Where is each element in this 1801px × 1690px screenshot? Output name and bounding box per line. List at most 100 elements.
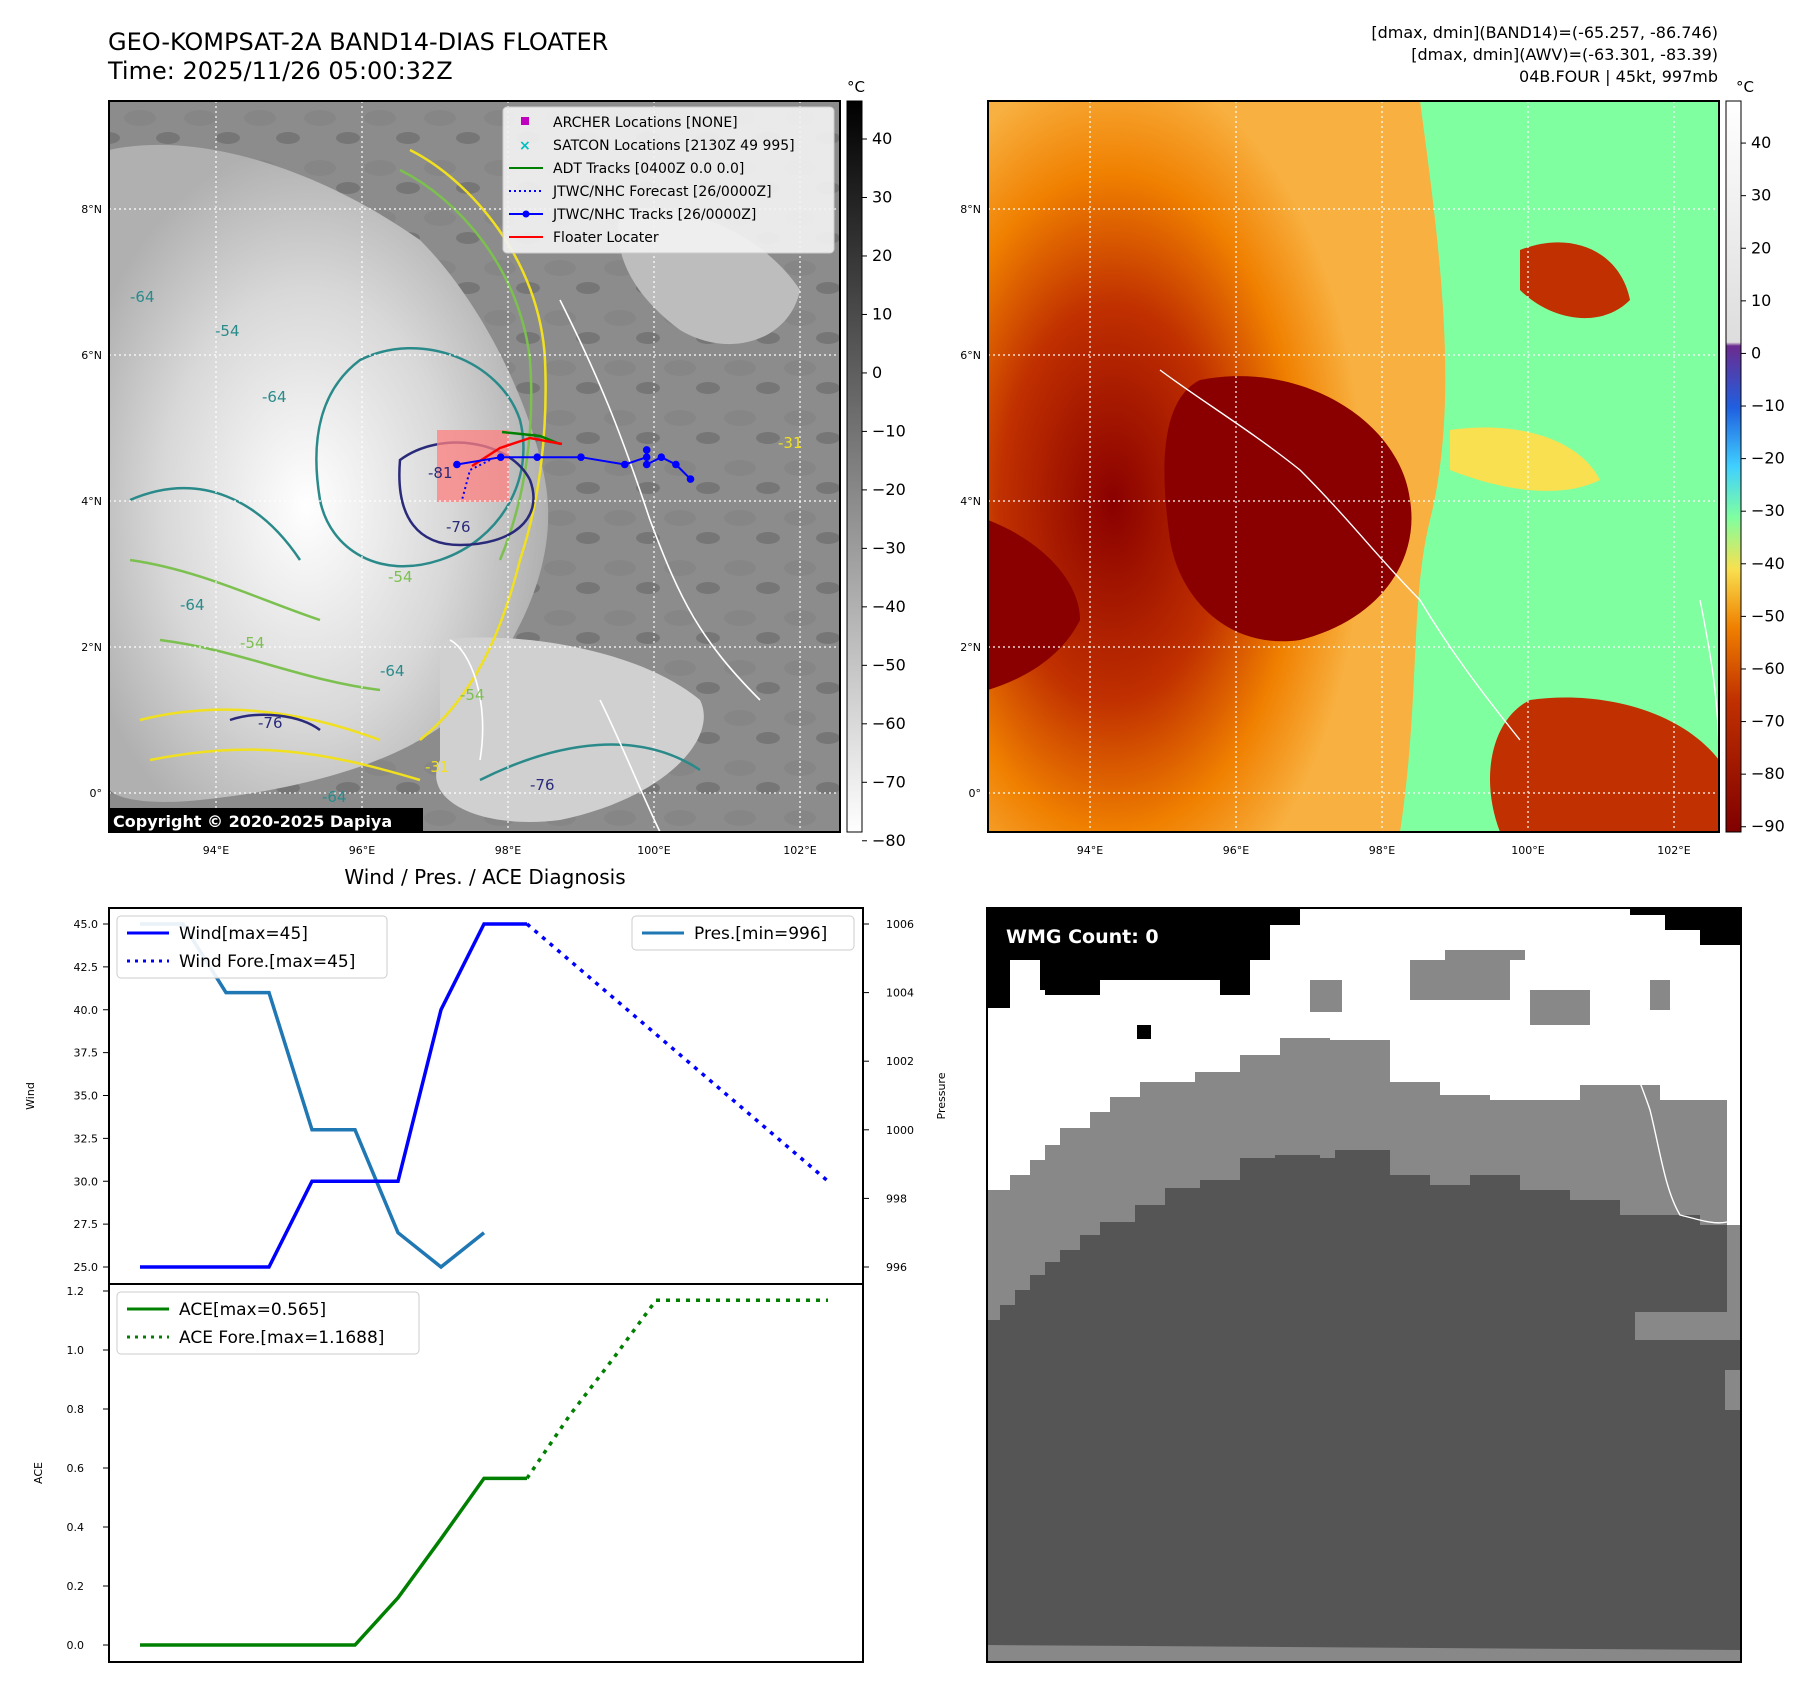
contour-label: -54 [388, 568, 413, 586]
pres-tick-label: 1000 [886, 1124, 914, 1137]
ace-forecast-line [525, 1298, 828, 1480]
colorbar-tick-label: 0 [872, 363, 882, 382]
colorbar-tick-label: 10 [872, 304, 892, 323]
wind-legend: Wind[max=45] Wind Fore.[max=45] [116, 915, 388, 979]
colorbar-tick-label: 20 [1751, 238, 1771, 257]
floater-locater-line [471, 436, 563, 468]
figure-title-line1: GEO-KOMPSAT-2A BAND14-DIAS FLOATER [108, 28, 608, 56]
ace-tick-label: 1.2 [67, 1285, 85, 1298]
wind-tick-label: 35.0 [74, 1090, 99, 1103]
contour-label: -76 [530, 776, 555, 794]
ace-legend-label: ACE[max=0.565] [179, 1300, 326, 1320]
colorbar-tick-label: 30 [1751, 186, 1771, 205]
contour-teal [315, 346, 525, 568]
pres-legend-label: Pres.[min=996] [694, 924, 827, 944]
ace-tick-label: 0.0 [67, 1639, 85, 1652]
lon-tick: 98°E [495, 844, 521, 857]
pres-tick-label: 996 [886, 1261, 907, 1274]
wind-tick-label: 37.5 [74, 1047, 99, 1060]
copyright-text: Copyright © 2020-2025 Dapiya [113, 812, 392, 831]
jtwc-track-point [621, 460, 629, 469]
archer-marker-icon [521, 117, 529, 125]
jtwc-track-point [496, 453, 505, 462]
contour-label: -31 [425, 758, 450, 776]
ace-axis-label: ACE [32, 1462, 45, 1484]
track-dot-icon [522, 210, 530, 218]
colorbar-tick-label: −90 [1751, 817, 1785, 836]
colorbar-tick-label: −40 [872, 597, 906, 616]
lat-tick: 4°N [960, 495, 981, 508]
diagnosis-title: Wind / Pres. / ACE Diagnosis [344, 865, 625, 889]
lat-tick: 2°N [960, 641, 981, 654]
wmg-frame [986, 907, 1742, 1663]
contour-label: -54 [460, 686, 485, 704]
color-colorbar-unit: °C [1736, 78, 1754, 96]
pressure-axis-label: Pressure [935, 1072, 948, 1119]
colorbar-tick-label: −60 [872, 714, 906, 733]
wmg-count-label: WMG Count: 0 [1006, 926, 1159, 948]
lon-tick: 94°E [1077, 844, 1103, 857]
wind-line [140, 922, 527, 1269]
wmg-black-region [987, 908, 1740, 1039]
wind-tick-label: 45.0 [74, 918, 99, 931]
lat-tick: 6°N [960, 349, 981, 362]
contour-label: -54 [240, 634, 265, 652]
lat-tick: 2°N [81, 641, 102, 654]
colorbar-tick-label: 10 [1751, 291, 1771, 310]
pres-tick-label: 998 [886, 1192, 907, 1205]
wind-tick-label: 32.5 [74, 1132, 99, 1145]
colorbar-tick-label: −60 [1751, 659, 1785, 678]
contour-label: -64 [262, 388, 287, 406]
satcon-marker-icon: × [519, 138, 531, 154]
lon-tick: 100°E [637, 844, 670, 857]
figure-title-line2: Time: 2025/11/26 05:00:32Z [107, 57, 453, 85]
contour-label: -64 [322, 788, 347, 806]
colorbar-tick-label: 40 [1751, 133, 1771, 152]
lat-tick: 0° [90, 787, 103, 800]
colorbar-tick-label: −10 [1751, 396, 1785, 415]
wind-legend-label: Wind[max=45] [179, 924, 308, 944]
jtwc-track-point [657, 453, 666, 462]
colorbar-tick-label: −50 [872, 655, 906, 674]
wind-fore-legend-label: Wind Fore.[max=45] [179, 952, 355, 972]
ace-tick-label: 0.8 [67, 1403, 85, 1416]
legend-satcon: SATCON Locations [2130Z 49 995] [553, 138, 795, 154]
colorbar-tick-label: −80 [872, 831, 906, 850]
ace-tick-label: 0.6 [67, 1462, 85, 1475]
ace-line [140, 1476, 527, 1647]
jtwc-track-point [453, 460, 461, 469]
band14-map-panel: -64 -54 -81 -76 -64 -54 -64 -76 -31 -64 … [81, 78, 906, 857]
colorbar-tick-label: −30 [872, 538, 906, 557]
legend-adt: ADT Tracks [0400Z 0.0 0.0] [553, 161, 744, 177]
contour-label: -64 [130, 288, 155, 306]
wind-tick-label: 30.0 [74, 1175, 99, 1188]
wmg-dark-gray-region [987, 1150, 1740, 1650]
contour-green [399, 168, 533, 561]
pres-tick-label: 1006 [886, 918, 914, 931]
colorbar-tick-label: 30 [872, 187, 892, 206]
legend-floater: Floater Locater [553, 230, 659, 246]
awv-map-frame [987, 100, 1720, 833]
pres-tick-label: 1002 [886, 1055, 914, 1068]
colorbar-tick-label: −30 [1751, 501, 1785, 520]
contour-label: -76 [446, 518, 471, 536]
info-line-awv: [dmax, dmin](AWV)=(-63.301, -83.39) [1411, 45, 1718, 64]
jtwc-track-point [642, 453, 651, 462]
wind-tick-label: 40.0 [74, 1004, 99, 1017]
lon-tick: 98°E [1369, 844, 1395, 857]
colorbar-tick-label: 40 [872, 129, 892, 148]
gray-colorbar-unit: °C [847, 78, 865, 96]
lat-tick: 8°N [81, 203, 102, 216]
ace-tick-label: 1.0 [67, 1344, 85, 1357]
jtwc-track-point [672, 460, 680, 469]
wind-tick-label: 25.0 [74, 1261, 99, 1274]
lon-tick: 94°E [203, 844, 229, 857]
contour-yellow [409, 148, 547, 741]
jtwc-track-point [642, 446, 651, 454]
wind-tick-label: 42.5 [74, 961, 99, 974]
lon-tick: 102°E [1657, 844, 1690, 857]
lon-tick: 100°E [1511, 844, 1544, 857]
lat-tick: 8°N [960, 203, 981, 216]
info-line-storm: 04B.FOUR | 45kt, 997mb [1519, 67, 1718, 86]
